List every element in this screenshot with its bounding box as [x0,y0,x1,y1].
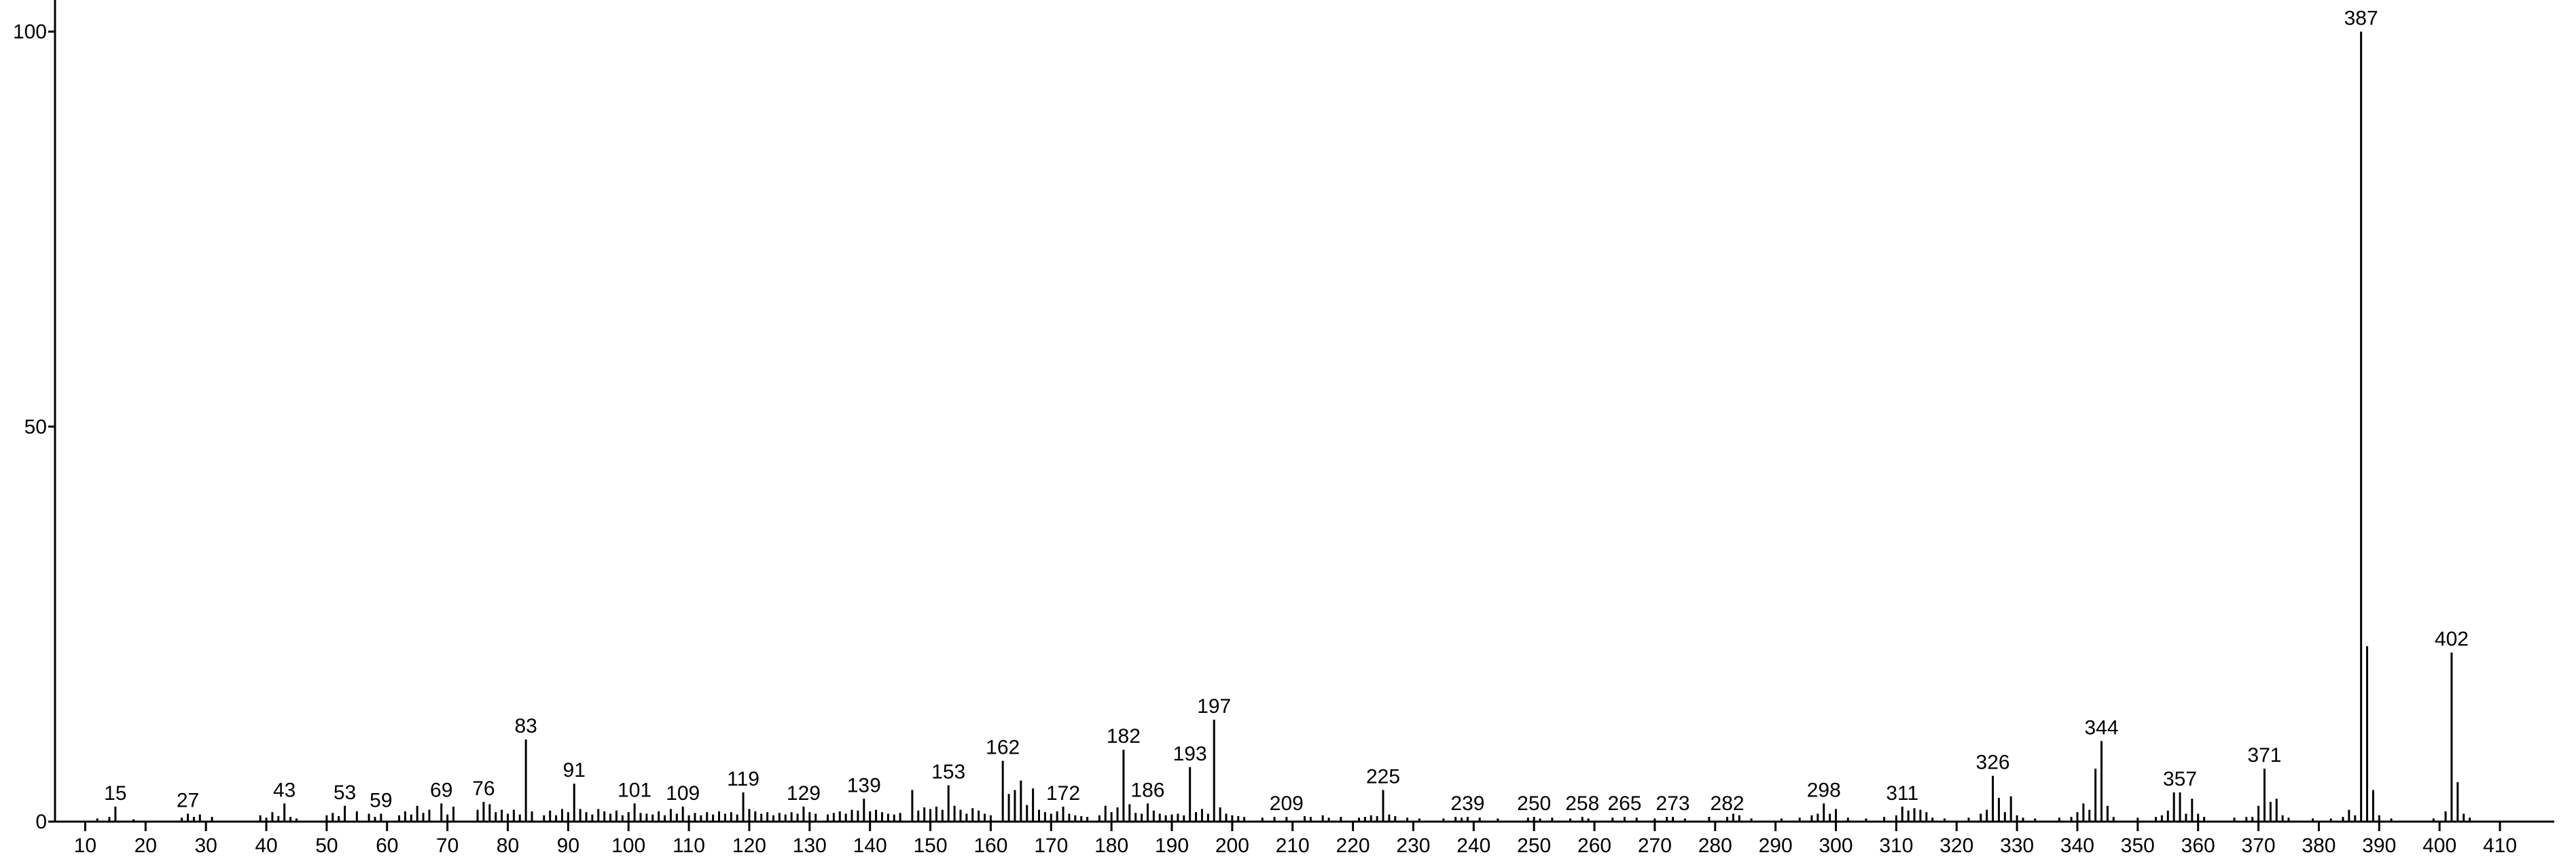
x-tick-label: 290 [1759,835,1793,857]
peak-label: 186 [1130,779,1164,801]
x-tick-label: 210 [1276,835,1310,857]
x-tick-label: 320 [1939,835,1973,857]
x-tick-label: 360 [2181,835,2215,857]
x-tick-label: 150 [914,835,948,857]
peak-label: 311 [1886,782,1918,805]
x-tick-label: 310 [1879,835,1913,857]
peak-label: 258 [1565,792,1599,815]
peak-label: 83 [514,715,537,737]
x-tick-label: 160 [973,835,1007,857]
peak-label: 197 [1197,695,1231,718]
x-tick-label: 10 [74,835,96,857]
x-tick-label: 100 [611,835,645,857]
x-tick-label: 30 [194,835,217,857]
peak-label: 43 [273,779,296,801]
peak-label: 91 [563,759,586,782]
peak-label: 298 [1807,779,1841,801]
peak-label: 69 [430,779,452,801]
peak-label: 162 [986,736,1020,758]
x-tick-label: 80 [497,835,519,857]
x-tick-label: 20 [135,835,157,857]
x-tick-label: 340 [2060,835,2094,857]
peak-label: 326 [1976,752,2010,774]
peak-label: 109 [666,782,700,805]
peak-label: 387 [2344,7,2378,30]
peak-label: 193 [1173,743,1207,765]
x-tick-label: 330 [2000,835,2034,857]
peak-label: 402 [2435,628,2469,650]
peak-label: 182 [1107,725,1141,748]
x-tick-label: 280 [1698,835,1732,857]
x-tick-label: 250 [1517,835,1551,857]
peak-label: 129 [787,782,821,805]
peak-label: 239 [1450,792,1484,815]
peak-label: 209 [1270,792,1304,815]
x-tick-label: 60 [376,835,398,857]
peak-label: 59 [370,789,392,811]
y-tick-label: 100 [13,21,47,43]
x-tick-label: 220 [1336,835,1370,857]
peak-label: 119 [727,768,759,790]
x-tick-label: 180 [1094,835,1128,857]
x-tick-label: 270 [1638,835,1672,857]
peak-label: 371 [2247,744,2281,767]
x-tick-label: 230 [1396,835,1430,857]
peak-label: 265 [1607,792,1641,815]
x-tick-label: 260 [1577,835,1611,857]
x-tick-label: 120 [732,835,766,857]
x-tick-label: 380 [2302,835,2336,857]
x-tick-label: 200 [1215,835,1249,857]
x-tick-label: 350 [2121,835,2155,857]
x-tick-label: 130 [793,835,827,857]
peak-label: 15 [104,782,126,805]
y-tick-label: 0 [35,811,47,833]
x-tick-label: 50 [315,835,338,857]
peak-label: 172 [1046,782,1080,805]
x-tick-label: 90 [557,835,579,857]
x-tick-label: 170 [1034,835,1068,857]
peak-label: 225 [1366,766,1400,788]
x-tick-label: 370 [2242,835,2276,857]
peak-label: 27 [177,789,199,811]
x-tick-label: 40 [255,835,277,857]
peak-label: 282 [1711,792,1745,815]
x-tick-label: 190 [1155,835,1189,857]
peak-label: 273 [1656,792,1690,815]
peak-label: 344 [2084,716,2118,739]
x-tick-label: 300 [1819,835,1853,857]
peak-label: 250 [1517,792,1551,815]
peak-label: 153 [931,761,965,784]
x-tick-label: 240 [1456,835,1490,857]
peak-label: 53 [334,782,356,804]
peak-label: 76 [472,777,495,800]
x-tick-label: 400 [2422,835,2456,857]
peak-label: 139 [847,774,881,796]
x-tick-label: 110 [673,835,705,857]
x-tick-label: 390 [2362,835,2396,857]
peak-label: 357 [2163,768,2197,790]
x-tick-label: 140 [853,835,887,857]
x-tick-label: 410 [2483,835,2517,857]
peak-label: 101 [618,779,651,801]
x-tick-label: 70 [436,835,459,857]
y-tick-label: 50 [24,416,47,438]
